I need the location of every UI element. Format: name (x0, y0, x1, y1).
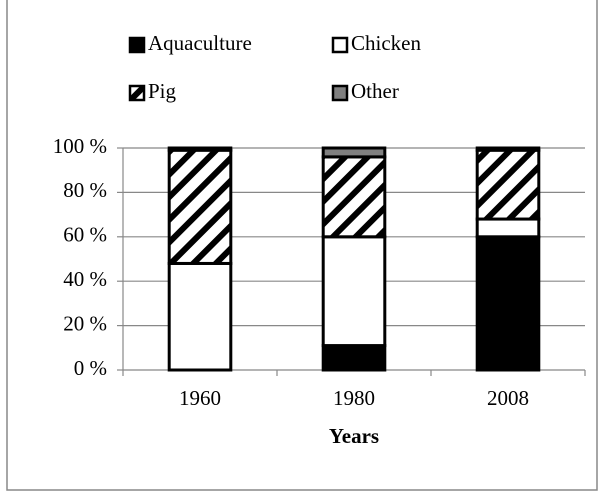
legend-swatch (128, 36, 146, 54)
y-tick-label: 20 % (63, 311, 107, 335)
y-tick-label: 100 % (53, 134, 107, 158)
bar-segment (321, 344, 387, 372)
x-tick-label: 2008 (487, 386, 529, 410)
y-tick-label: 80 % (63, 178, 107, 202)
bar-segment (167, 261, 233, 372)
bar-segment (475, 148, 541, 221)
x-axis-label: Years (329, 424, 379, 448)
bar-segment (321, 235, 387, 348)
legend-label: Aquaculture (148, 31, 252, 55)
bar-segment (475, 235, 541, 372)
bar-segment (167, 146, 233, 152)
x-tick-label: 1980 (333, 386, 375, 410)
bar-segment (321, 155, 387, 239)
bar-segment (475, 217, 541, 239)
y-tick-label: 60 % (63, 223, 107, 247)
legend-swatch (331, 36, 349, 54)
legend-swatch (128, 84, 146, 102)
y-tick-label: 40 % (63, 267, 107, 291)
legend-label: Pig (148, 79, 177, 103)
bar-segment (321, 146, 387, 159)
bar-segment (475, 146, 541, 152)
legend-label: Other (351, 79, 399, 103)
y-tick-label: 0 % (74, 356, 107, 380)
x-tick-label: 1960 (179, 386, 221, 410)
legend-label: Chicken (351, 31, 421, 55)
bar-segment (167, 148, 233, 265)
legend-swatch (331, 84, 349, 102)
